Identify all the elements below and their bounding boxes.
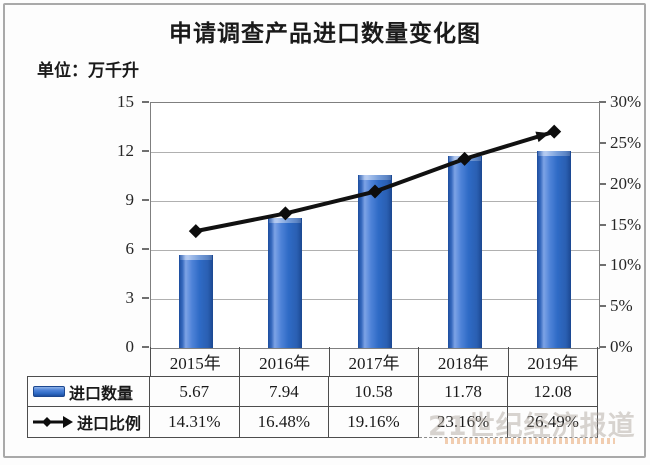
right-axis-tick-label: 10% [610,255,642,275]
bar-2018年 [447,155,482,348]
table-value-cell: 5.67 [150,376,240,407]
diamond-marker-2015年 [188,224,203,239]
table-value-cell: 11.78 [418,376,509,407]
left-tick-mark [142,346,149,348]
gridline [151,151,599,153]
right-axis-tick-label: 0% [610,337,633,356]
table-value-cell: 23.16% [418,407,509,438]
left-axis-tick-label: 15 [117,92,134,111]
table-value-cell: 26.49% [508,407,598,438]
table-value-cell: 16.48% [239,407,330,438]
right-tick-mark [599,223,606,226]
bar-2019年 [537,150,572,348]
table-value-cell: 19.16% [329,407,419,438]
left-axis-tick-label: 0 [125,337,135,356]
x-axis-category-label: 2015年 [150,347,241,376]
bar-2015年 [178,255,213,348]
right-tick-mark [599,101,606,103]
bar-2016年 [268,218,303,348]
bar-swatch-icon [33,386,65,397]
left-tick-mark [142,199,149,201]
left-axis-tick-label: 6 [125,239,135,258]
left-tick-mark [142,297,149,299]
x-axis-category-label: 2016年 [240,347,330,376]
left-axis-tick-label: 3 [125,288,135,307]
right-axis-tick-label: 20% [610,173,642,193]
left-tick-mark [142,150,149,152]
table-row-label: 进口数量 [27,376,150,407]
x-axis-category-row: 2015年 2016年 2017年 2018年 2019年 [150,347,599,376]
right-axis-tick-label: 25% [610,132,642,152]
legend-label: 进口比例 [77,414,142,433]
left-axis-tick-label: 9 [125,190,135,209]
line-arrow-swatch-icon [33,415,73,429]
table-value-cell: 7.94 [239,376,330,407]
x-axis-category-label: 2018年 [419,347,509,376]
plot-area [150,102,600,349]
table-row-label: 进口比例 [27,407,150,438]
right-axis-tick-label: 15% [610,214,642,234]
left-tick-mark [142,101,149,103]
table-value-cell: 10.58 [329,376,419,407]
legend-label: 进口数量 [69,383,134,403]
right-tick-mark [599,346,606,348]
table-value-cell: 12.08 [508,376,598,407]
table-row-import-ratio: 进口比例 14.31% 16.48% 19.16% 23.16% 26.49% [27,407,598,438]
x-axis-category-label: 2017年 [330,347,420,376]
table-value-cell: 14.31% [150,407,240,438]
right-tick-mark [599,141,606,144]
diamond-marker-2019年 [547,124,562,139]
x-axis-category-label: 2019年 [509,347,599,376]
right-tick-mark [599,182,606,185]
right-axis-tick-label: 30% [610,92,642,111]
table-row-import-quantity: 进口数量 5.67 7.94 10.58 11.78 12.08 [27,376,598,407]
left-tick-mark [142,248,149,250]
unit-label: 单位：万千升 [37,61,139,81]
watermark-subtext-strip [445,438,615,444]
right-tick-mark [599,264,606,267]
left-axis-tick-label: 12 [117,141,134,160]
right-axis-tick-label: 5% [610,296,633,316]
line-arrowhead [535,131,550,143]
chart-title: 申请调查产品进口数量变化图 [169,21,481,47]
right-tick-mark [599,305,606,308]
bar-2017年 [358,175,392,348]
